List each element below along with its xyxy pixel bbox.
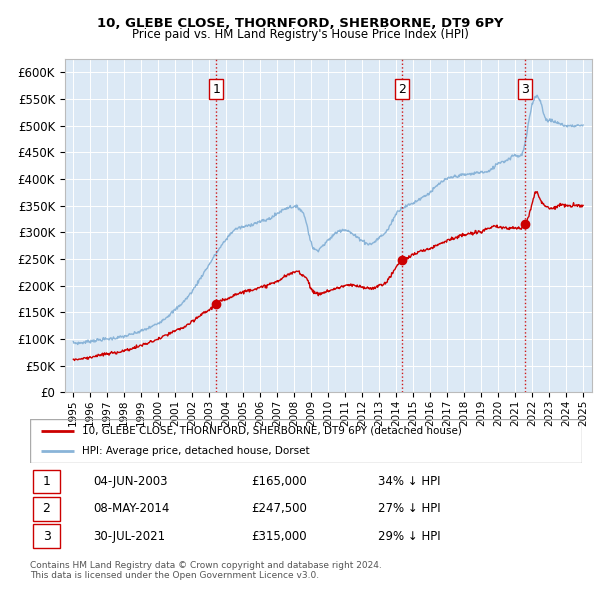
- Text: 30-JUL-2021: 30-JUL-2021: [94, 530, 166, 543]
- Text: 27% ↓ HPI: 27% ↓ HPI: [378, 502, 440, 516]
- Text: 10, GLEBE CLOSE, THORNFORD, SHERBORNE, DT9 6PY: 10, GLEBE CLOSE, THORNFORD, SHERBORNE, D…: [97, 17, 503, 30]
- Text: 10, GLEBE CLOSE, THORNFORD, SHERBORNE, DT9 6PY (detached house): 10, GLEBE CLOSE, THORNFORD, SHERBORNE, D…: [82, 426, 463, 436]
- Text: 04-JUN-2003: 04-JUN-2003: [94, 475, 168, 488]
- Text: 2: 2: [398, 83, 406, 96]
- Text: 3: 3: [521, 83, 529, 96]
- Text: 29% ↓ HPI: 29% ↓ HPI: [378, 530, 440, 543]
- Text: £165,000: £165,000: [251, 475, 307, 488]
- Text: £247,500: £247,500: [251, 502, 307, 516]
- Bar: [33, 470, 61, 493]
- Text: HPI: Average price, detached house, Dorset: HPI: Average price, detached house, Dors…: [82, 446, 310, 456]
- Text: 34% ↓ HPI: 34% ↓ HPI: [378, 475, 440, 488]
- Bar: [33, 525, 61, 548]
- Text: Price paid vs. HM Land Registry's House Price Index (HPI): Price paid vs. HM Land Registry's House …: [131, 28, 469, 41]
- Text: 1: 1: [43, 475, 50, 488]
- Text: Contains HM Land Registry data © Crown copyright and database right 2024.: Contains HM Land Registry data © Crown c…: [30, 560, 382, 569]
- Text: 3: 3: [43, 530, 50, 543]
- Text: 1: 1: [212, 83, 220, 96]
- Text: £315,000: £315,000: [251, 530, 307, 543]
- Text: 2: 2: [43, 502, 50, 516]
- Text: This data is licensed under the Open Government Licence v3.0.: This data is licensed under the Open Gov…: [30, 571, 319, 579]
- Bar: [33, 497, 61, 521]
- Text: 08-MAY-2014: 08-MAY-2014: [94, 502, 170, 516]
